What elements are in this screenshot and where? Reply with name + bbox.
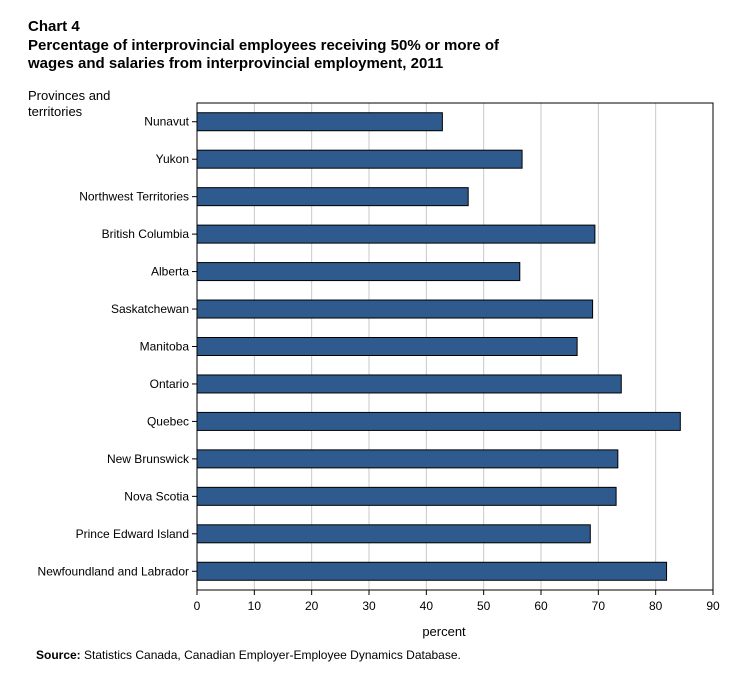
chart-title-line-1: Percentage of interprovincial employees … (28, 37, 499, 54)
category-label-newfoundland-and-labrador: Newfoundland and Labrador (38, 564, 189, 578)
y-axis-label-line-2: territories (28, 104, 83, 119)
category-label-saskatchewan: Saskatchewan (111, 302, 189, 316)
x-axis-label: percent (422, 624, 466, 639)
category-label-yukon: Yukon (156, 152, 189, 166)
chart-title-line-2: wages and salaries from interprovincial … (28, 55, 444, 72)
x-tick-label-0: 0 (194, 599, 201, 613)
bar-manitoba (196, 337, 578, 356)
source-note: Source: Statistics Canada, Canadian Empl… (36, 648, 461, 662)
chart-number: Chart 4 (28, 18, 80, 35)
category-label-ontario: Ontario (150, 377, 190, 391)
y-axis-label-line-1: Provinces and (28, 88, 111, 103)
bar-saskatchewan (196, 299, 594, 319)
x-tick-label-60: 60 (534, 599, 548, 613)
bar-alberta (196, 262, 521, 282)
category-label-northwest-territories: Northwest Territories (79, 190, 189, 204)
x-tick-label-40: 40 (420, 599, 434, 613)
x-tick-label-70: 70 (592, 599, 606, 613)
category-label-british-columbia: British Columbia (102, 227, 190, 241)
bar-british-columbia (196, 224, 596, 244)
bar-ontario (196, 374, 622, 394)
category-label-manitoba: Manitoba (140, 340, 190, 354)
x-tick-label-50: 50 (477, 599, 491, 613)
x-tick-label-10: 10 (248, 599, 262, 613)
category-label-nova-scotia: Nova Scotia (124, 489, 189, 503)
category-label-alberta: Alberta (151, 265, 189, 279)
category-label-quebec: Quebec (147, 414, 189, 428)
x-tick-label-30: 30 (362, 599, 376, 613)
bar-nova-scotia (196, 486, 617, 506)
bar-quebec (196, 411, 681, 431)
category-label-new-brunswick: New Brunswick (107, 452, 190, 466)
category-label-nunavut: Nunavut (144, 115, 189, 129)
bar-nunavut (196, 112, 443, 132)
category-label-prince-edward-island: Prince Edward Island (76, 527, 189, 541)
y-axis-label: Provinces and territories (28, 88, 110, 120)
x-tick-label-80: 80 (649, 599, 663, 613)
bar-new-brunswick (196, 449, 619, 469)
source-text: Statistics Canada, Canadian Employer-Emp… (80, 648, 461, 662)
bar-prince-edward-island (196, 524, 591, 544)
bar-northwest-territories (196, 187, 469, 207)
bar-yukon (196, 149, 523, 169)
source-label: Source: (36, 648, 81, 662)
bar-newfoundland-and-labrador (196, 561, 668, 581)
x-tick-label-90: 90 (706, 599, 720, 613)
x-tick-label-20: 20 (305, 599, 319, 613)
